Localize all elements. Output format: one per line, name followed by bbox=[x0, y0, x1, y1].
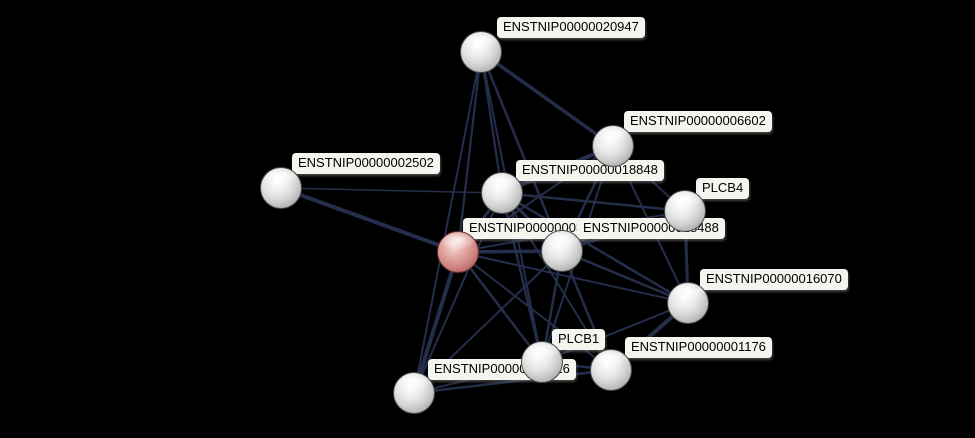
edge-ENSTNIP00000018848-ENSTNIP00000016070[interactable] bbox=[500, 191, 690, 305]
edge-ENSTNIP00000003-ENSTNIP00000006126[interactable] bbox=[412, 250, 460, 395]
node-ENSTNIP00000018848[interactable] bbox=[481, 172, 523, 214]
node-ENSTNIP00000018488[interactable] bbox=[541, 230, 583, 272]
node-ENSTNIP00000006602[interactable] bbox=[592, 125, 634, 167]
node-ENSTNIP00000006126[interactable] bbox=[393, 372, 435, 414]
edge-ENSTNIP00000018848-PLCB4[interactable] bbox=[500, 191, 687, 213]
edge-ENSTNIP00000002502-ENSTNIP00000018848[interactable] bbox=[280, 187, 503, 194]
edge-ENSTNIP00000020947-ENSTNIP00000006126[interactable] bbox=[413, 51, 482, 394]
node-label-ENSTNIP00000016070: ENSTNIP00000016070 bbox=[700, 269, 848, 290]
edge-ENSTNIP00000020947-ENSTNIP00000018848[interactable] bbox=[479, 50, 504, 195]
node-PLCB4[interactable] bbox=[664, 190, 706, 232]
node-ENSTNIP00000003[interactable] bbox=[437, 231, 479, 273]
node-ENSTNIP00000001176[interactable] bbox=[590, 349, 632, 391]
edge-ENSTNIP00000016070-PLCB1[interactable] bbox=[541, 302, 689, 363]
edge-ENSTNIP00000018488-ENSTNIP00000016070[interactable] bbox=[560, 249, 690, 305]
node-label-ENSTNIP00000018848: ENSTNIP00000018848 bbox=[516, 160, 664, 181]
node-label-ENSTNIP00000006602: ENSTNIP00000006602 bbox=[624, 111, 772, 132]
node-label-ENSTNIP00000002502: ENSTNIP00000002502 bbox=[292, 153, 440, 174]
node-label-ENSTNIP00000001176: ENSTNIP00000001176 bbox=[625, 337, 772, 358]
edge-ENSTNIP00000003-PLCB1[interactable] bbox=[456, 250, 544, 364]
edge-ENSTNIP00000020947-ENSTNIP00000006602[interactable] bbox=[479, 50, 615, 148]
edge-ENSTNIP00000020947-ENSTNIP00000003[interactable] bbox=[456, 50, 483, 254]
edge-ENSTNIP00000003-ENSTNIP00000001176[interactable] bbox=[457, 251, 612, 371]
node-label-PLCB1: PLCB1 bbox=[552, 329, 606, 350]
edge-ENSTNIP00000002502-ENSTNIP00000003[interactable] bbox=[279, 186, 460, 254]
node-label-PLCB4: PLCB4 bbox=[696, 178, 750, 199]
edge-ENSTNIP00000001176-ENSTNIP00000006126[interactable] bbox=[412, 368, 613, 395]
edge-ENSTNIP00000020947-ENSTNIP00000018488[interactable] bbox=[479, 50, 564, 253]
node-label-ENSTNIP00000020947: ENSTNIP00000020947 bbox=[497, 17, 645, 38]
node-PLCB1[interactable] bbox=[521, 341, 563, 383]
node-ENSTNIP00000020947[interactable] bbox=[460, 31, 502, 73]
node-ENSTNIP00000016070[interactable] bbox=[667, 282, 709, 324]
node-ENSTNIP00000002502[interactable] bbox=[260, 167, 302, 209]
